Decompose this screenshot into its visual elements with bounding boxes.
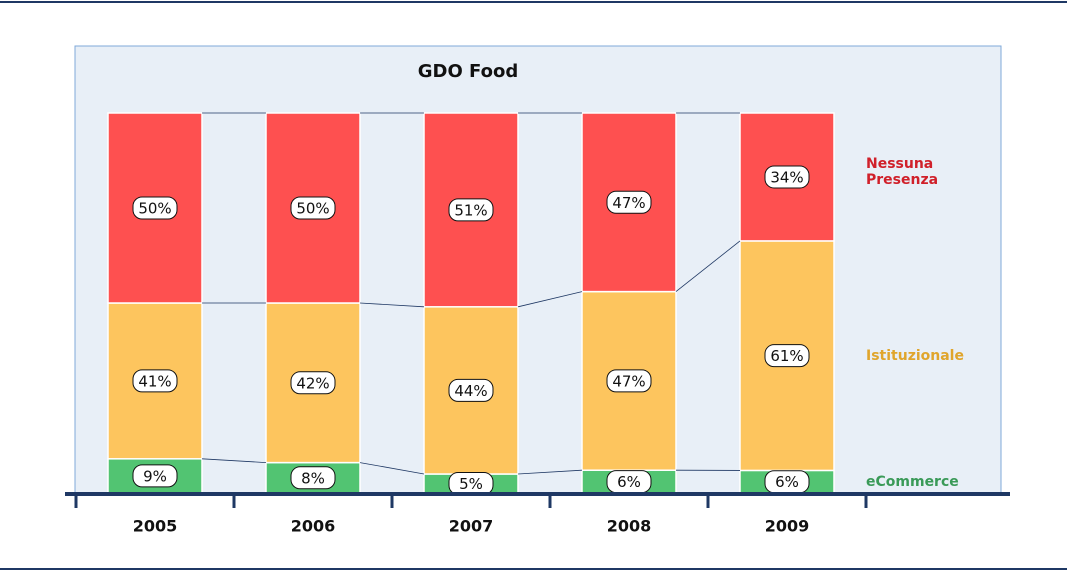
connector-line: [359, 302, 425, 308]
value-label-box: [290, 371, 336, 395]
chart-title: GDO Food: [418, 61, 518, 82]
connector-line: [359, 462, 425, 475]
value-label-box: [132, 196, 178, 220]
value-label-box: [448, 198, 494, 222]
value-label-box: [132, 464, 178, 488]
x-tick-label: 2008: [607, 517, 652, 536]
connector-line: [675, 240, 741, 292]
legend-label: Istituzionale: [866, 347, 964, 364]
value-label: 50%: [138, 200, 171, 218]
value-label: 51%: [454, 201, 487, 219]
value-label-box: [290, 466, 336, 490]
value-label: 47%: [612, 194, 645, 212]
value-label-box: [764, 165, 810, 189]
value-label: 47%: [612, 372, 645, 390]
x-tick-label: 2005: [133, 517, 178, 536]
value-label: 41%: [138, 372, 171, 390]
value-label: 42%: [296, 374, 329, 392]
x-tick-label: 2007: [449, 517, 494, 536]
value-label: 50%: [296, 200, 329, 218]
value-label: 44%: [454, 382, 487, 400]
value-label-box: [764, 344, 810, 368]
legend-label: Nessuna Presenza: [866, 155, 939, 188]
value-label-box: [606, 190, 652, 214]
value-label: 5%: [459, 475, 483, 493]
legend-label: eCommerce: [866, 473, 959, 490]
plot-panel: [74, 45, 1002, 495]
value-label-box: [132, 369, 178, 393]
value-label: 9%: [143, 467, 167, 485]
value-label: 34%: [770, 168, 803, 186]
connector-line: [201, 458, 267, 463]
value-label-box: [606, 369, 652, 393]
value-label: 6%: [775, 473, 799, 491]
value-label: 6%: [617, 473, 641, 491]
connector-line: [517, 469, 583, 475]
x-tick-label: 2009: [765, 517, 810, 536]
value-label: 61%: [770, 347, 803, 365]
connector-line: [517, 291, 583, 308]
value-label: 8%: [301, 469, 325, 487]
value-label-box: [448, 378, 494, 402]
value-label-box: [290, 196, 336, 220]
x-tick-label: 2006: [291, 517, 336, 536]
